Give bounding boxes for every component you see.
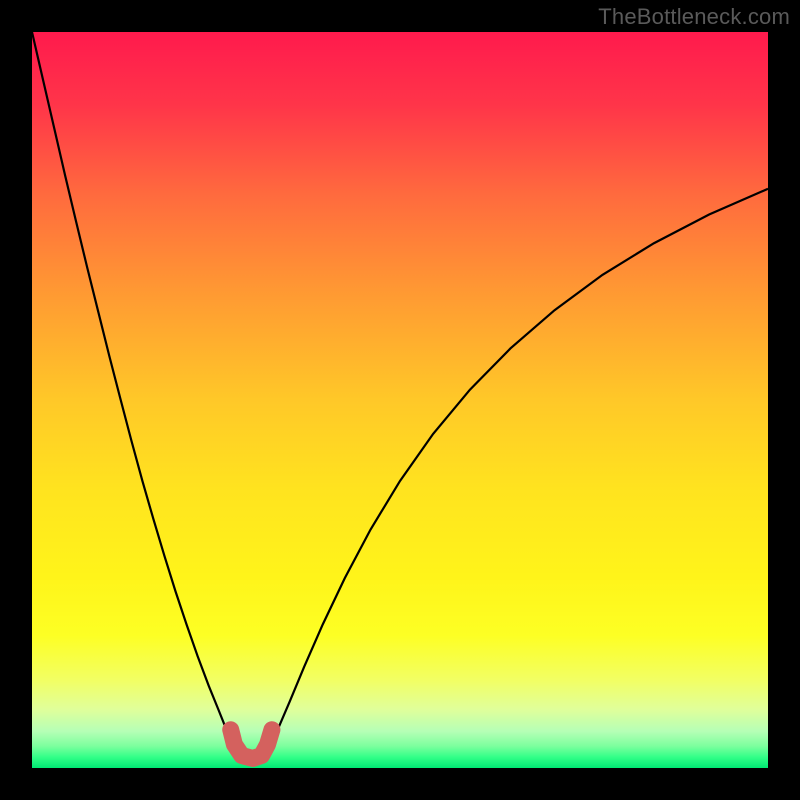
bottom-u-marker <box>231 730 272 759</box>
curve-right-branch <box>270 189 768 748</box>
chart-svg <box>32 32 768 768</box>
plot-area <box>32 32 768 768</box>
curve-left-branch <box>32 32 233 747</box>
watermark-text: TheBottleneck.com <box>598 4 790 30</box>
